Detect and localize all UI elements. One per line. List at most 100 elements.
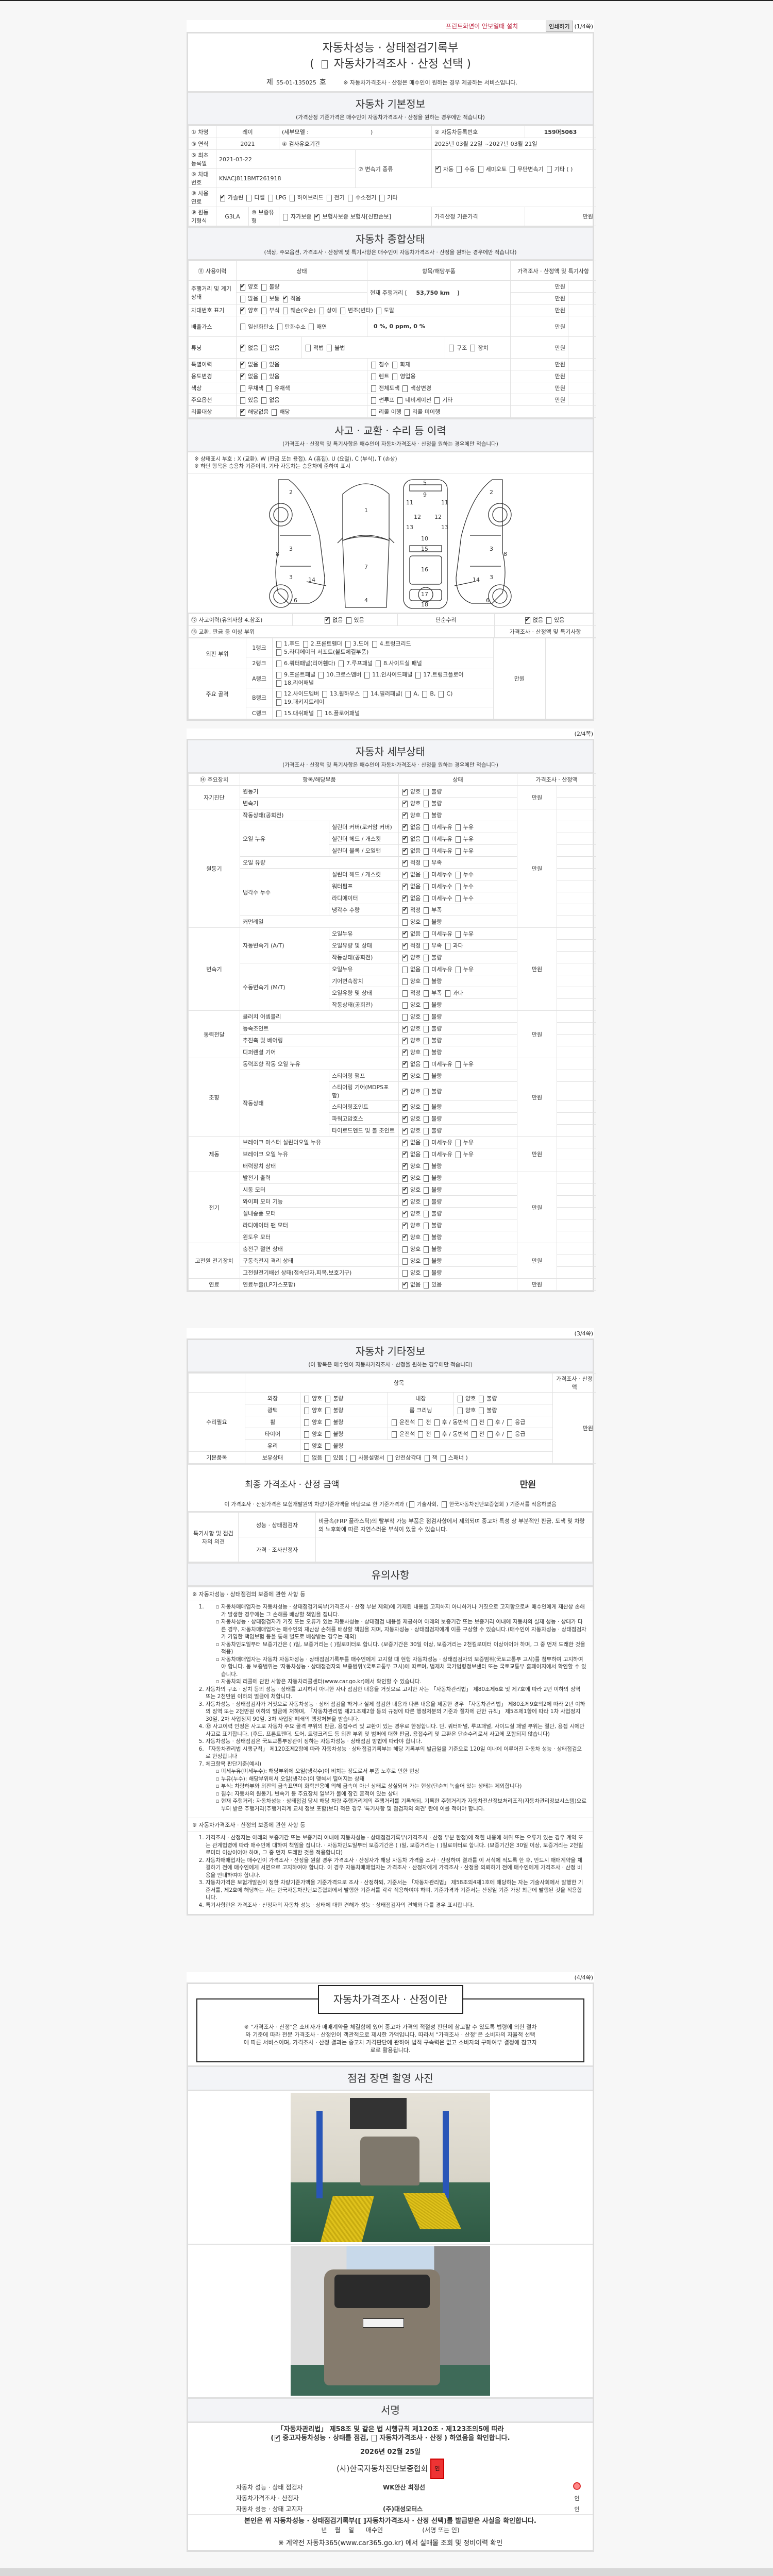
unchecked-checkbox-icon[interactable] xyxy=(339,660,344,667)
checkbox-option[interactable]: 적음 xyxy=(282,294,301,302)
checkbox-option[interactable]: 후 / xyxy=(486,1430,504,1438)
checkbox-option[interactable]: 기타 ( ) xyxy=(546,165,573,173)
unchecked-checkbox-icon[interactable] xyxy=(424,954,429,961)
checkbox-option[interactable]: 미세누유 xyxy=(423,835,452,843)
unchecked-checkbox-icon[interactable] xyxy=(424,1073,429,1080)
checkbox-option[interactable]: 디젤 xyxy=(245,193,265,201)
checkbox-option[interactable]: 양호 xyxy=(303,1418,322,1426)
unchecked-checkbox-icon[interactable] xyxy=(371,373,376,380)
unchecked-checkbox-icon[interactable] xyxy=(325,1454,331,1462)
unchecked-checkbox-icon[interactable] xyxy=(372,640,377,648)
checkbox-option[interactable]: 부식 xyxy=(260,306,280,314)
unchecked-checkbox-icon[interactable] xyxy=(283,213,288,221)
unchecked-checkbox-icon[interactable] xyxy=(392,1431,397,1438)
checked-checkbox-icon[interactable] xyxy=(402,941,408,950)
checkbox-option[interactable]: 있음 xyxy=(545,616,564,624)
unchecked-checkbox-icon[interactable] xyxy=(418,1419,424,1426)
checkbox-option[interactable]: 불량 xyxy=(423,977,442,985)
checkbox-option[interactable]: 양호 xyxy=(401,977,421,985)
checkbox-option[interactable]: 14.필러패널( xyxy=(362,689,402,698)
unchecked-checkbox-icon[interactable] xyxy=(415,671,421,679)
checkbox-option[interactable]: 없음 xyxy=(401,870,421,878)
checkbox-option[interactable]: 자동 xyxy=(434,164,453,173)
unchecked-checkbox-icon[interactable] xyxy=(325,1443,331,1450)
checkbox-option[interactable]: 기타 xyxy=(378,193,398,201)
checked-checkbox-icon[interactable] xyxy=(402,1103,408,1111)
checkbox-option[interactable]: 양호 xyxy=(239,306,258,314)
checkbox-option[interactable]: 네비게이션 xyxy=(396,396,431,404)
checkbox-option[interactable]: 불량 xyxy=(423,1209,442,1217)
checkbox-option[interactable]: 불량 xyxy=(423,1012,442,1021)
checkbox-option[interactable]: 양호 xyxy=(401,1001,421,1009)
checked-checkbox-icon[interactable] xyxy=(402,1209,408,1217)
checkbox-option[interactable]: 미세누유 xyxy=(423,1138,452,1146)
checkbox-option[interactable]: 미세누수 xyxy=(423,894,452,902)
unchecked-checkbox-icon[interactable] xyxy=(424,1115,429,1123)
checkbox-option[interactable]: 불량 xyxy=(478,1406,497,1414)
unchecked-checkbox-icon[interactable] xyxy=(424,1061,429,1068)
unchecked-checkbox-icon[interactable] xyxy=(424,919,429,926)
price-survey-checkbox[interactable] xyxy=(321,60,328,69)
unchecked-checkbox-icon[interactable] xyxy=(261,397,267,404)
unchecked-checkbox-icon[interactable] xyxy=(424,1088,429,1095)
unchecked-checkbox-icon[interactable] xyxy=(318,307,324,314)
checkbox-option[interactable]: 있음 xyxy=(260,360,280,368)
checkbox-option[interactable]: 양호 xyxy=(401,799,421,807)
unchecked-checkbox-icon[interactable] xyxy=(304,1454,309,1462)
checkbox-option[interactable]: 적정 xyxy=(401,941,421,950)
checkbox-option[interactable]: 양호 xyxy=(401,787,421,795)
checkbox-option[interactable]: 불량 xyxy=(478,1394,497,1402)
checked-checkbox-icon[interactable] xyxy=(402,1197,408,1206)
checkbox-option[interactable]: 없음 xyxy=(239,360,258,368)
checkbox-option[interactable]: 누유 xyxy=(455,965,474,973)
unchecked-checkbox-icon[interactable] xyxy=(276,680,281,687)
unchecked-checkbox-icon[interactable] xyxy=(318,671,324,679)
checkbox-option[interactable]: 렌트 xyxy=(370,372,389,380)
checked-checkbox-icon[interactable] xyxy=(402,953,408,961)
checkbox-option[interactable]: 세미오토 xyxy=(477,165,507,173)
unchecked-checkbox-icon[interactable] xyxy=(276,649,281,656)
checked-checkbox-icon[interactable] xyxy=(240,306,245,314)
unchecked-checkbox-icon[interactable] xyxy=(424,1269,429,1277)
checkbox-option[interactable]: LPG xyxy=(267,194,287,201)
checkbox-option[interactable]: 많음 xyxy=(239,294,258,302)
checkbox-option[interactable]: 전체도색 xyxy=(370,384,399,392)
checkbox-option[interactable]: 양호 xyxy=(401,1103,421,1111)
unchecked-checkbox-icon[interactable] xyxy=(455,848,461,855)
checkbox-option[interactable]: 없음 xyxy=(401,835,421,843)
unchecked-checkbox-icon[interactable] xyxy=(424,1127,429,1134)
unchecked-checkbox-icon[interactable] xyxy=(424,800,429,807)
unchecked-checkbox-icon[interactable] xyxy=(261,283,267,291)
unchecked-checkbox-icon[interactable] xyxy=(404,409,410,416)
unchecked-checkbox-icon[interactable] xyxy=(303,640,308,648)
checkbox-option[interactable]: 없음 xyxy=(401,823,421,831)
checkbox-option[interactable]: 불량 xyxy=(423,1197,442,1206)
checked-checkbox-icon[interactable] xyxy=(282,294,288,302)
unchecked-checkbox-icon[interactable] xyxy=(266,385,272,392)
unchecked-checkbox-icon[interactable] xyxy=(424,895,429,902)
checkbox-option[interactable]: 11.인사이드패널 xyxy=(363,670,412,679)
checkbox-option[interactable]: 4.트렁크리드 xyxy=(371,639,411,648)
unchecked-checkbox-icon[interactable] xyxy=(424,1049,429,1056)
checkbox-option[interactable]: 양호 xyxy=(401,1268,421,1277)
checkbox-option[interactable]: 수소전기 xyxy=(347,193,376,201)
checked-checkbox-icon[interactable] xyxy=(240,282,245,291)
checkbox-option[interactable]: 변조(변타) xyxy=(339,306,373,314)
unchecked-checkbox-icon[interactable] xyxy=(455,1139,461,1146)
checkbox-option[interactable]: 해당 xyxy=(271,408,290,416)
unchecked-checkbox-icon[interactable] xyxy=(424,930,429,938)
checkbox-option[interactable]: 불량 xyxy=(324,1418,344,1426)
checkbox-option[interactable]: 부족 xyxy=(423,941,442,950)
checkbox-option[interactable]: 양호 xyxy=(401,1087,421,1095)
checkbox-option[interactable]: 있음 xyxy=(260,344,280,352)
checkbox-option[interactable]: 있음 xyxy=(345,616,364,624)
checkbox-option[interactable]: 중고자동차성능 · 상태를 점검, xyxy=(274,2433,368,2443)
checkbox-option[interactable]: 불량 xyxy=(423,1221,442,1229)
checkbox-option[interactable]: 전 xyxy=(470,1430,484,1438)
unchecked-checkbox-icon[interactable] xyxy=(471,1431,477,1438)
checkbox-option[interactable]: 스패너 ) xyxy=(440,1453,468,1462)
checkbox-option[interactable]: 있음 xyxy=(260,372,280,380)
unchecked-checkbox-icon[interactable] xyxy=(455,883,461,890)
unchecked-checkbox-icon[interactable] xyxy=(424,1246,429,1253)
unchecked-checkbox-icon[interactable] xyxy=(325,1395,331,1402)
